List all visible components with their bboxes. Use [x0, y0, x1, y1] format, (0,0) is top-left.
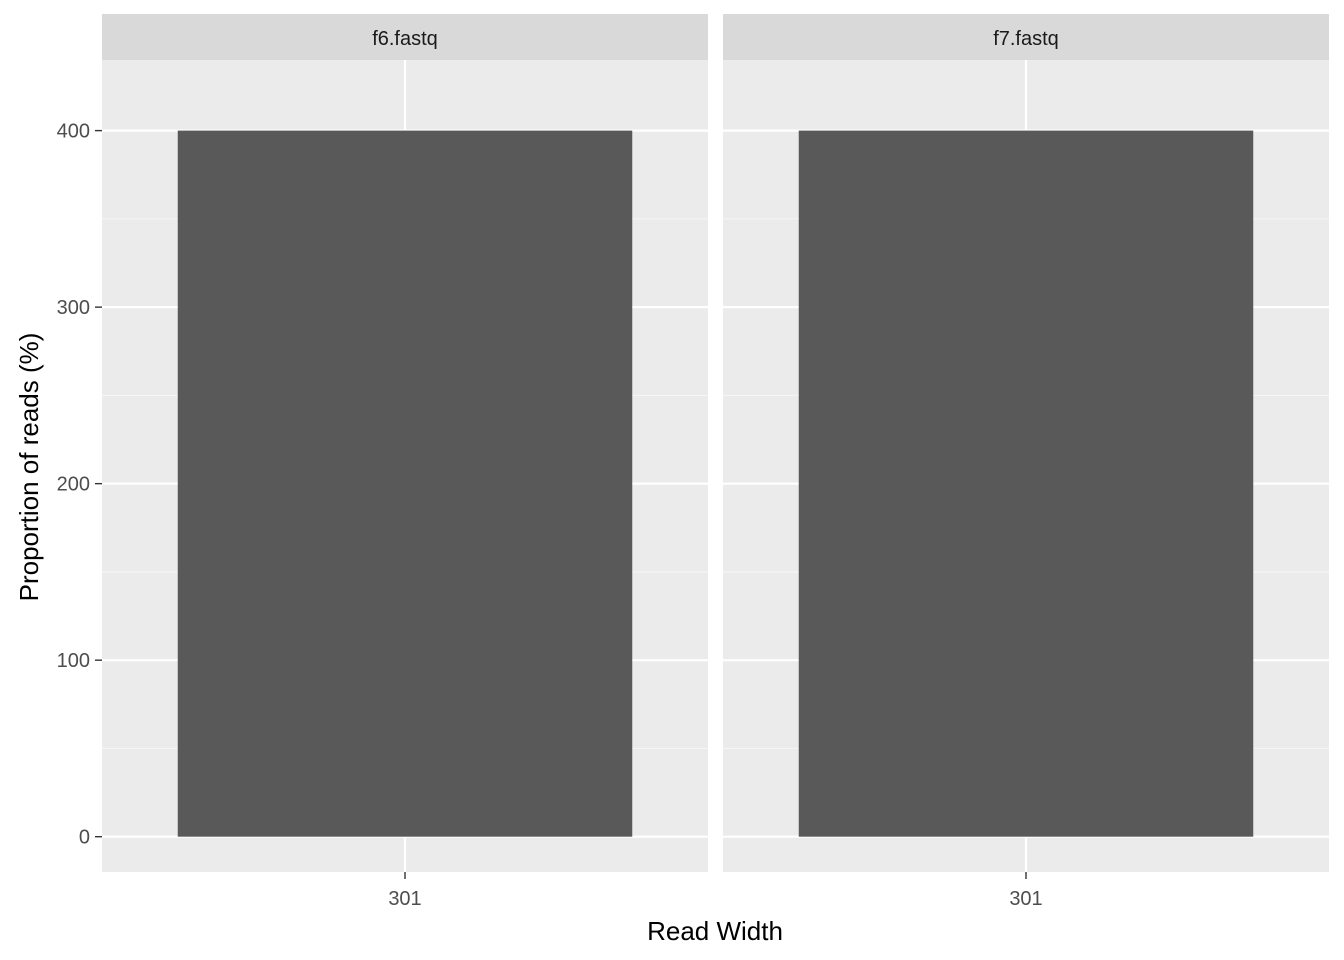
facet-strip-label: f7.fastq [993, 28, 1059, 50]
facet-strip [723, 14, 1329, 60]
x-axis-title: Read Width [647, 916, 783, 946]
y-tick-label: 100 [57, 650, 90, 672]
y-tick-label: 400 [57, 121, 90, 143]
x-tick-label: 301 [388, 888, 421, 910]
bar [798, 130, 1254, 837]
x-tick-label: 301 [1009, 888, 1042, 910]
facet-strip-label: f6.fastq [372, 28, 438, 50]
y-axis-title: Proportion of reads (%) [14, 333, 44, 602]
bar [177, 130, 633, 837]
y-axis: 0 100 200 300 400 [57, 121, 102, 849]
y-tick-label: 300 [57, 297, 90, 319]
y-tick-label: 0 [79, 827, 90, 849]
facet-panel: f7.fastq 301 [723, 14, 1329, 910]
panels-layer: f6.fastq 301 f7.fastq 301 [102, 14, 1329, 910]
y-tick-label: 200 [57, 474, 90, 496]
facet-strip [102, 14, 708, 60]
facet-panel: f6.fastq 301 [102, 14, 708, 910]
